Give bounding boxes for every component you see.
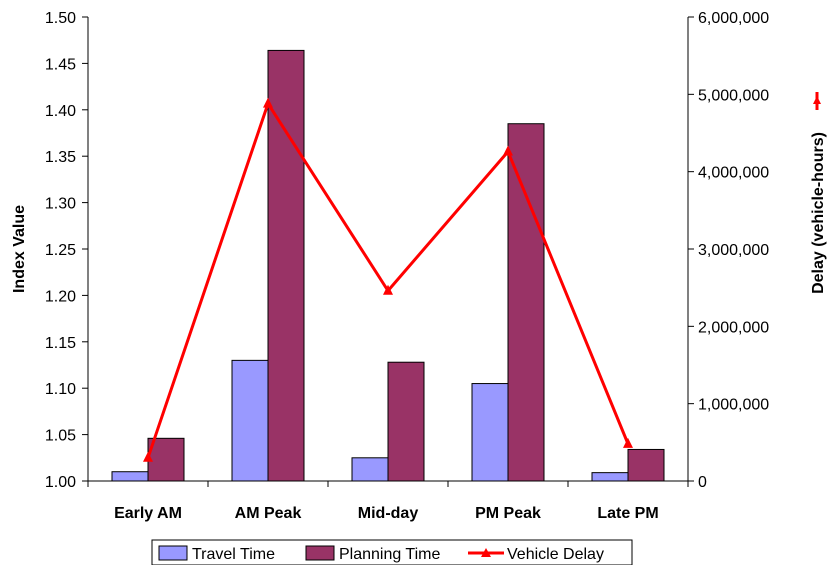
legend-marker-vehicle-delay xyxy=(481,548,491,557)
x-tick-label: AM Peak xyxy=(235,505,302,522)
ticks-layer: 1.00 1.05 1.10 1.15 1.20 1.25 1.30 1.35 1.40 1.45… xyxy=(45,10,769,522)
y-tick-label: 1.05 xyxy=(45,428,76,445)
x-tick-label: Mid-day xyxy=(358,505,419,522)
legend-label-travel-time: Travel Time xyxy=(192,546,275,563)
bars-layer xyxy=(111,49,665,482)
legend-label-vehicle-delay: Vehicle Delay xyxy=(507,546,604,563)
y2-tick-label: 4,000,000 xyxy=(698,165,769,182)
x-tick-label: Late PM xyxy=(597,505,658,522)
y2-tick-label: 0 xyxy=(698,474,707,491)
legend-swatch-travel-time xyxy=(158,545,188,561)
y-tick-label: 1.35 xyxy=(45,149,76,166)
y-tick-label: 1.50 xyxy=(45,10,76,27)
x-tick-label: Early AM xyxy=(114,505,182,522)
point-vehicle-delay-4 xyxy=(623,437,633,448)
legend-swatch-planning-time xyxy=(305,545,335,561)
y-tick-label: 1.20 xyxy=(45,288,76,305)
bar-travel-time-0 xyxy=(111,471,149,482)
y-tick-label: 1.00 xyxy=(45,474,76,491)
y-tick-label: 1.25 xyxy=(45,242,76,259)
y-tick-label: 1.10 xyxy=(45,381,76,398)
bar-planning-time-1 xyxy=(267,49,305,482)
point-vehicle-delay-0 xyxy=(143,451,153,462)
y2-tick-label: 5,000,000 xyxy=(698,87,769,104)
y2-axis-title: Delay (vehicle-hours) xyxy=(810,132,827,294)
legend: Travel Time Planning Time Vehicle Delay xyxy=(151,539,633,566)
bar-planning-time-3 xyxy=(507,123,545,482)
y2-axis-title-marker xyxy=(813,92,821,110)
point-vehicle-delay-3 xyxy=(503,145,513,156)
line-layer xyxy=(143,97,633,462)
legend-box xyxy=(151,539,633,566)
y2-tick-label: 3,000,000 xyxy=(698,242,769,259)
y-tick-label: 1.40 xyxy=(45,103,76,120)
y-tick-label: 1.15 xyxy=(45,335,76,352)
bar-travel-time-2 xyxy=(351,457,389,482)
bar-travel-time-1 xyxy=(231,359,269,482)
y-tick-label: 1.45 xyxy=(45,56,76,73)
bar-travel-time-4 xyxy=(591,472,629,482)
y2-tick-label: 1,000,000 xyxy=(698,397,769,414)
point-vehicle-delay-1 xyxy=(263,97,273,108)
y2-tick-label: 6,000,000 xyxy=(698,10,769,27)
legend-label-planning-time: Planning Time xyxy=(339,546,440,563)
x-tick-label: PM Peak xyxy=(475,505,541,522)
bar-travel-time-3 xyxy=(471,383,509,482)
point-vehicle-delay-2 xyxy=(383,284,393,295)
y-axis-title: Index Value xyxy=(11,205,28,293)
y2-tick-label: 2,000,000 xyxy=(698,319,769,336)
y-tick-label: 1.30 xyxy=(45,196,76,213)
bar-planning-time-2 xyxy=(387,361,425,482)
bar-planning-time-4 xyxy=(627,448,665,482)
